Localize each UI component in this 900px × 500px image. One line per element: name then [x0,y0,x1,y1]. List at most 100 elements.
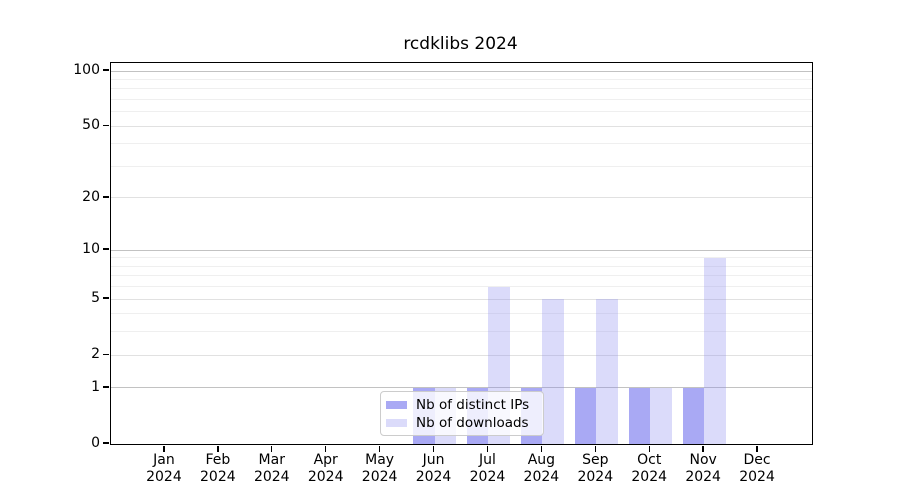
gridline [111,78,812,80]
y-tick-label: 5 [91,290,100,307]
x-tick-year: 2024 [469,469,506,485]
y-tick [103,124,109,126]
x-tick-month: Feb [205,452,231,468]
legend-label-downloads: Nb of downloads [416,415,529,431]
legend-row-downloads: Nb of downloads [386,414,537,432]
gridline [111,298,812,300]
legend-row-distinct-ips: Nb of distinct IPs [386,396,537,414]
x-tick-label: Jun 2024 [404,452,464,486]
x-tick-label: Mar 2024 [242,452,302,486]
x-tick-year: 2024 [577,469,614,485]
x-tick-month: Apr [313,452,338,468]
x-tick-year: 2024 [415,469,452,485]
x-tick-year: 2024 [361,469,398,485]
y-tick [103,196,109,198]
x-tick [486,446,489,452]
plot-area [110,62,813,445]
x-tick [163,446,165,452]
x-tick-year: 2024 [146,469,182,485]
x-tick-month: May [365,452,395,468]
gridline [111,249,812,251]
x-tick-month: Sep [582,452,609,468]
x-tick-month: Nov [689,452,717,468]
gridline [111,354,812,356]
x-tick-year: 2024 [200,469,236,485]
x-tick [271,446,273,452]
gridline [111,387,812,389]
x-tick-month: Jun [422,452,445,468]
y-tick-label: 20 [82,188,100,205]
x-tick-month: Jul [479,452,496,468]
x-tick [432,446,435,452]
x-tick-label: Sep 2024 [565,452,625,486]
y-tick [103,248,109,250]
bar-downloads [596,299,618,444]
x-tick [378,446,381,452]
x-tick-label: Apr 2024 [296,452,356,486]
x-tick-month: Oct [637,452,662,468]
bar-distinct-ips [628,387,651,444]
x-tick [217,446,219,452]
gridline [111,313,812,315]
bar-downloads [542,299,564,444]
x-tick [702,446,704,452]
y-tick [103,69,109,71]
plot-canvas [111,63,812,444]
y-tick-label: 10 [82,241,100,258]
x-tick-label: Jul 2024 [457,452,517,486]
gridline [111,257,812,259]
y-tick-label: 50 [82,117,100,134]
x-tick-year: 2024 [307,469,344,485]
bar-distinct-ips [682,387,705,444]
x-tick-year: 2024 [739,469,775,485]
gridline [111,143,812,145]
gridline [111,98,812,100]
gridline [111,286,812,288]
legend: Nb of distinct IPs Nb of downloads [380,391,544,436]
gridline [111,331,812,333]
y-tick [103,442,109,444]
x-tick-label: Nov 2024 [673,452,733,486]
x-tick [540,446,543,452]
gridline [111,70,812,72]
bar-downloads [704,257,726,444]
y-tick [103,353,109,355]
x-tick-label: May 2024 [350,452,410,486]
gridline [111,88,812,90]
x-tick-month: Jan [153,452,175,468]
gridline [111,125,812,127]
downloads-swatch-icon [386,418,407,428]
x-tick-year: 2024 [631,469,668,485]
x-tick-label: Feb 2024 [188,452,248,486]
x-tick-year: 2024 [253,469,290,485]
y-tick [103,297,109,299]
x-tick-month: Dec [743,452,771,468]
y-tick [103,386,109,388]
chart-title: rcdklibs 2024 [403,34,518,54]
gridline [111,111,812,113]
x-tick [756,446,758,452]
gridline [111,197,812,199]
x-tick-month: Aug [527,452,556,468]
x-tick-label: Oct 2024 [619,452,679,486]
bar-downloads [650,387,672,444]
distinct-ips-swatch-icon [386,400,407,410]
x-tick [594,446,596,452]
x-tick-label: Jan 2024 [134,452,194,486]
y-tick-label: 1 [91,378,100,395]
x-tick [648,446,650,452]
gridline [111,265,812,267]
bar-distinct-ips [574,387,597,444]
legend-label-distinct-ips: Nb of distinct IPs [416,397,530,413]
x-tick-year: 2024 [685,469,721,485]
x-tick-label: Dec 2024 [727,452,787,486]
y-tick-label: 0 [91,435,100,451]
x-tick [324,446,327,452]
y-tick-label: 100 [73,62,100,78]
gridline [111,275,812,277]
x-tick-year: 2024 [523,469,560,485]
x-tick-label: Aug 2024 [511,452,571,486]
x-tick-month: Mar [258,452,285,468]
y-tick-label: 2 [91,346,100,363]
